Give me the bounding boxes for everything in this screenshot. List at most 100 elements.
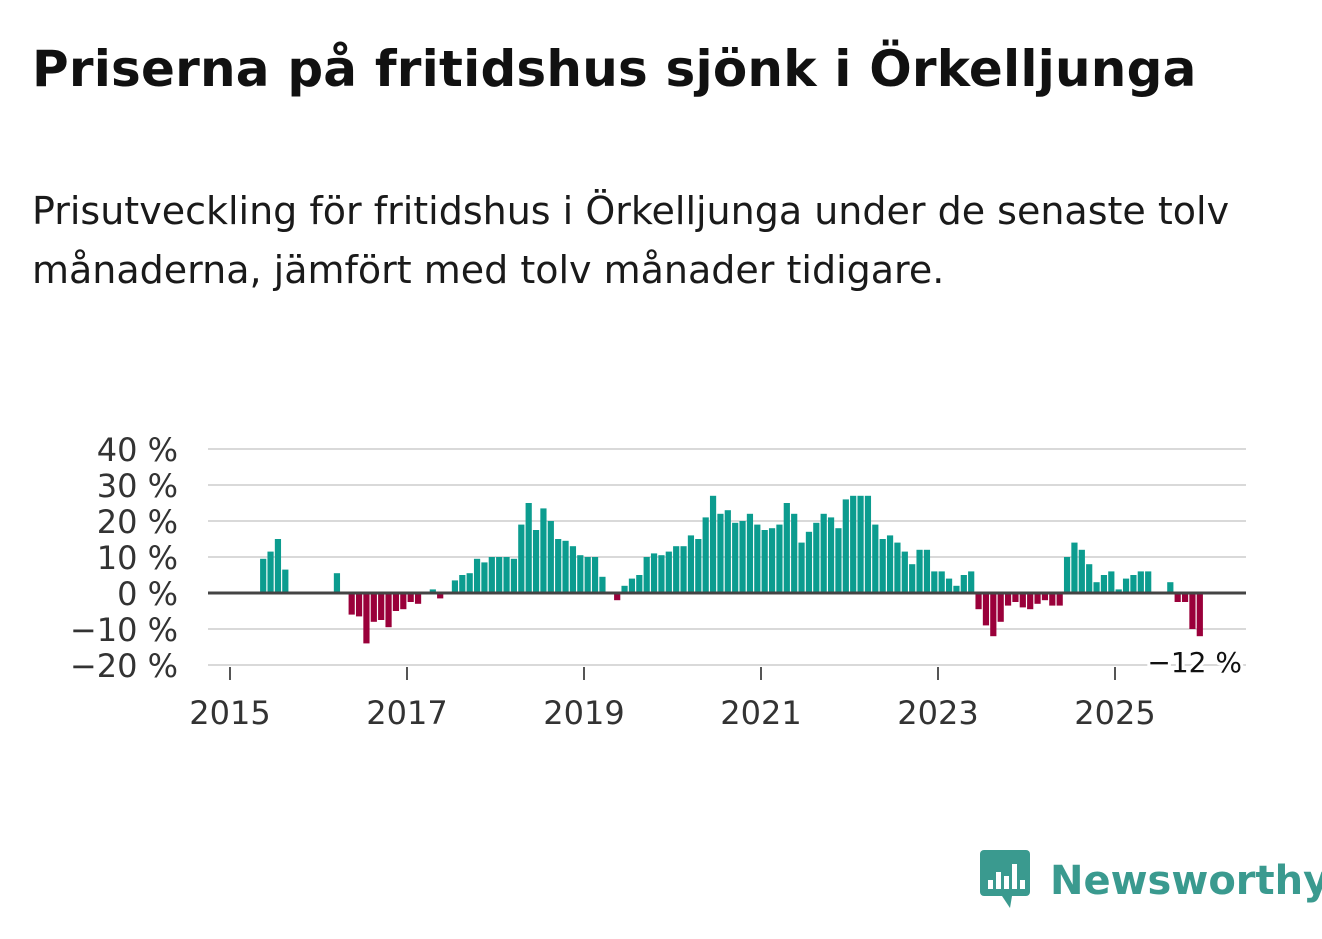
bar-positive (746, 513, 754, 593)
x-tick-label: 2019 (543, 694, 624, 732)
bar-negative (385, 593, 392, 628)
y-tick-label: 40 % (97, 431, 178, 469)
x-tick-label: 2017 (366, 694, 447, 732)
bar-positive (650, 553, 658, 593)
bar-positive (473, 558, 481, 593)
bar-negative (348, 593, 355, 615)
bar-positive (1071, 542, 1078, 593)
bar-positive (768, 528, 776, 593)
bar-negative (392, 593, 400, 611)
bar-positive (267, 551, 274, 593)
bar-positive (260, 558, 267, 593)
bar-positive (532, 530, 540, 593)
bar-negative (363, 593, 370, 644)
bar-positive (761, 530, 768, 593)
bar-positive (680, 546, 687, 593)
bar-positive (783, 503, 790, 593)
y-tick-label: 10 % (97, 539, 178, 577)
bar-positive (562, 540, 569, 593)
x-tick-label: 2015 (189, 694, 270, 732)
x-axis: 2015 2017 2019 2021 2023 2025 (189, 667, 1156, 732)
bar-positive (835, 528, 842, 593)
bar-negative (1196, 593, 1203, 637)
newsworthy-logo-icon (980, 850, 1030, 908)
bar-positive (643, 557, 650, 593)
bar-positive (1122, 578, 1130, 593)
bar-positive (820, 513, 827, 593)
bar-positive (658, 555, 665, 593)
bar-positive (451, 580, 459, 593)
bar-positive (1100, 575, 1108, 593)
bar-positive (724, 510, 731, 593)
bar-positive (591, 557, 599, 593)
bar-positive (938, 571, 945, 593)
y-axis-labels: −20 %−10 %0 %10 %20 %30 %40 % (70, 431, 178, 685)
bar-positive (916, 549, 923, 593)
bar-negative (982, 593, 990, 626)
bar-positive (555, 539, 562, 593)
bar-positive (1115, 589, 1122, 593)
bar-negative (1049, 593, 1056, 606)
bar-negative (1189, 593, 1196, 629)
x-tick-label: 2025 (1074, 694, 1155, 732)
bar-positive (857, 495, 864, 593)
bar-positive (960, 575, 967, 593)
bar-positive (569, 546, 577, 593)
bars (208, 495, 1246, 644)
bar-negative (990, 593, 997, 637)
bar-positive (621, 585, 628, 593)
bar-negative (437, 593, 444, 599)
bar-positive (274, 539, 282, 593)
bar-positive (709, 495, 717, 593)
chart-title: Priserna på fritidshus sjönk i Örkelljun… (32, 40, 1197, 98)
bar-positive (1093, 582, 1100, 593)
bar-positive (909, 564, 916, 593)
bar-negative (355, 593, 363, 617)
bar-positive (717, 513, 724, 593)
bar-positive (805, 531, 813, 593)
bar-positive (754, 524, 761, 593)
brand-name: Newsworthy (1050, 858, 1322, 904)
bar-positive (1063, 557, 1071, 593)
bar-negative (614, 593, 621, 601)
bar-positive (488, 557, 495, 593)
bar-chart: −20 %−10 %0 %10 %20 %30 %40 % 2015 2017 20… (70, 431, 1246, 732)
bar-positive (872, 524, 879, 593)
bar-positive (1078, 549, 1085, 593)
bar-negative (1034, 593, 1041, 604)
bar-positive (923, 549, 931, 593)
bar-positive (496, 557, 503, 593)
bar-negative (1181, 593, 1189, 602)
newsworthy-logo[interactable]: Newsworthy (980, 850, 1322, 912)
bar-positive (599, 576, 606, 593)
bar-positive (776, 524, 783, 593)
bar-positive (481, 562, 488, 593)
bar-negative (1027, 593, 1034, 610)
bar-positive (813, 522, 820, 593)
bar-negative (1019, 593, 1026, 608)
annotations: −12 % (1144, 643, 1245, 682)
bar-positive (879, 539, 886, 593)
bar-positive (1167, 582, 1174, 593)
bar-positive (842, 499, 849, 593)
bar-positive (1137, 571, 1144, 593)
bar-positive (1086, 564, 1093, 593)
bar-positive (850, 495, 857, 593)
bar-positive (687, 535, 695, 593)
bar-positive (791, 513, 798, 593)
bar-positive (540, 508, 547, 593)
bar-negative (1012, 593, 1019, 602)
bar-positive (282, 569, 289, 593)
bar-positive (518, 524, 525, 593)
bar-negative (400, 593, 407, 610)
last-value-label: −12 % (1147, 646, 1242, 679)
bar-positive (695, 539, 702, 593)
bar-negative (1056, 593, 1063, 606)
chart-subtitle: Prisutveckling för fritidshus i Örkellju… (32, 189, 1230, 292)
bar-positive (628, 578, 636, 593)
bar-positive (945, 578, 953, 593)
bar-positive (510, 558, 518, 593)
bar-positive (459, 575, 466, 593)
bar-negative (997, 593, 1004, 622)
bar-positive (798, 542, 805, 593)
